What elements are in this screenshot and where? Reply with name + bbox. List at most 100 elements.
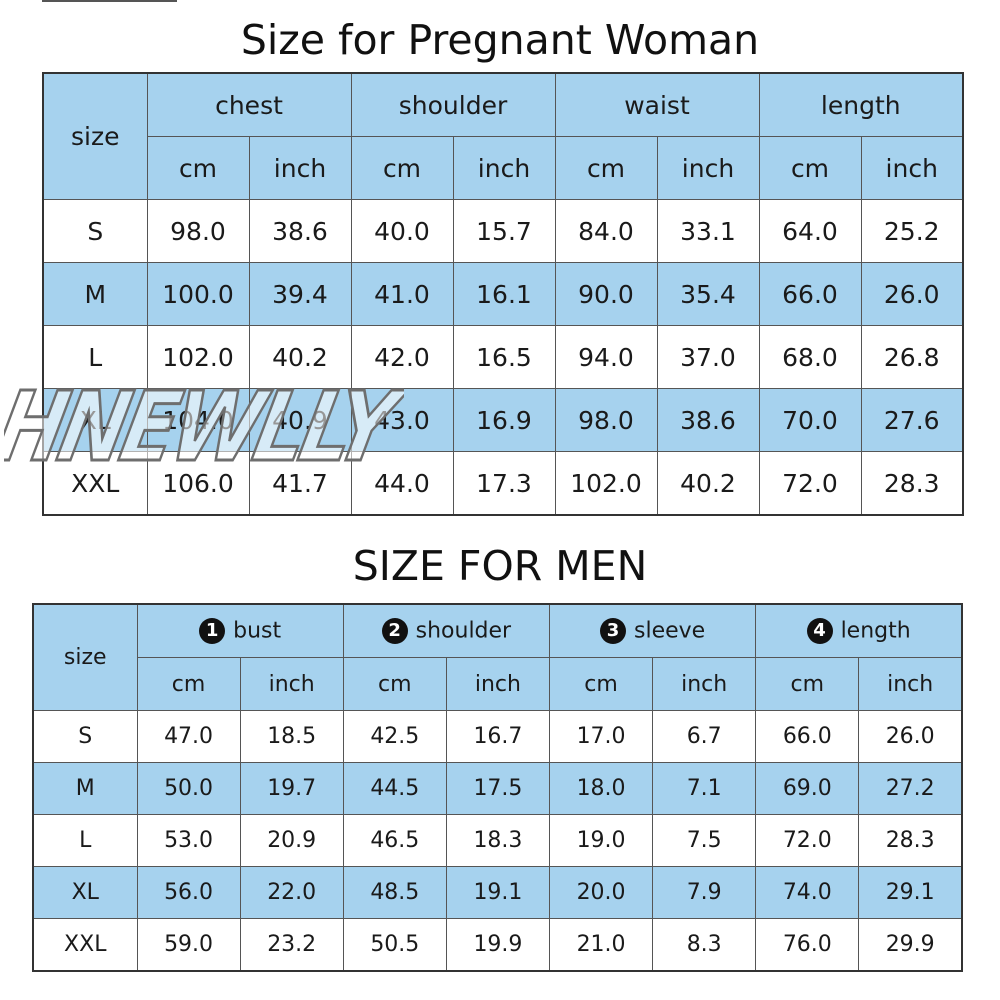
table-row: L 53.0 20.9 46.5 18.3 19.0 7.5 72.0 28.3 (32, 814, 963, 867)
sleeve-header: 3 sleeve (548, 603, 757, 658)
table-cell: 17.5 (445, 762, 551, 815)
table-cell: 41.0 (350, 262, 454, 326)
table-cell: 22.0 (239, 866, 344, 919)
table-cell: 17.0 (548, 710, 654, 763)
women-size-title: Size for Pregnant Woman (240, 16, 760, 64)
unit-header: cm (758, 136, 862, 200)
table-cell: 47.0 (136, 710, 241, 763)
table-cell: 7.5 (652, 814, 757, 867)
shoulder-header: 2 shoulder (342, 603, 551, 658)
table-cell: 7.9 (652, 866, 757, 919)
table-cell: 18.5 (239, 710, 344, 763)
table-cell: 19.1 (445, 866, 551, 919)
table-cell: 50.5 (342, 918, 447, 972)
table-row: L 102.0 40.2 42.0 16.5 94.0 37.0 68.0 26… (42, 325, 964, 389)
table-cell: 40.0 (350, 199, 454, 263)
women-size-table: size chest shoulder waist length cm inch… (42, 72, 964, 516)
table-cell: 20.0 (548, 866, 654, 919)
table-cell: 20.9 (239, 814, 344, 867)
table-cell: 17.3 (452, 451, 556, 516)
table-cell: 102.0 (146, 325, 250, 389)
table-cell: 98.0 (554, 388, 658, 452)
number-one-icon: 1 (199, 618, 226, 644)
table-cell: 38.6 (248, 199, 352, 263)
table-row: M 50.0 19.7 44.5 17.5 18.0 7.1 69.0 27.2 (32, 762, 963, 815)
table-cell: 66.0 (758, 262, 862, 326)
table-cell: 37.0 (656, 325, 760, 389)
unit-header: cm (755, 657, 860, 711)
top-divider-line (42, 0, 177, 2)
table-row: S 98.0 38.6 40.0 15.7 84.0 33.1 64.0 25.… (42, 199, 964, 263)
waist-header: waist (554, 72, 760, 137)
number-three-icon: 3 (600, 618, 627, 644)
unit-header: inch (656, 136, 760, 200)
size-label: L (42, 325, 148, 389)
unit-header: inch (248, 136, 352, 200)
table-cell: 39.4 (248, 262, 352, 326)
men-size-title: SIZE FOR MEN (352, 542, 648, 590)
table-cell: 42.0 (350, 325, 454, 389)
table-cell: 41.7 (248, 451, 352, 516)
table-row: XL 104.0 40.9 43.0 16.9 98.0 38.6 70.0 2… (42, 388, 964, 452)
unit-header: cm (350, 136, 454, 200)
table-cell: 100.0 (146, 262, 250, 326)
table-cell: 40.2 (656, 451, 760, 516)
table-row: XXL 59.0 23.2 50.5 19.9 21.0 8.3 76.0 29… (32, 918, 963, 972)
table-cell: 56.0 (136, 866, 241, 919)
table-cell: 68.0 (758, 325, 862, 389)
size-label: S (32, 710, 138, 763)
table-row: XXL 106.0 41.7 44.0 17.3 102.0 40.2 72.0… (42, 451, 964, 516)
table-cell: 25.2 (860, 199, 964, 263)
table-cell: 6.7 (652, 710, 757, 763)
table-cell: 35.4 (656, 262, 760, 326)
table-cell: 26.0 (858, 710, 963, 763)
unit-header: cm (136, 657, 241, 711)
size-label: XL (32, 866, 138, 919)
unit-header: cm (554, 136, 658, 200)
unit-header: inch (860, 136, 964, 200)
men-size-table: size 1 bust 2 shoulder 3 sleeve 4 length cm … (32, 603, 963, 972)
bust-label: bust (233, 618, 282, 644)
size-label: XL (42, 388, 148, 452)
table-cell: 53.0 (136, 814, 241, 867)
shoulder-header: shoulder (350, 72, 556, 137)
table-row: M 100.0 39.4 41.0 16.1 90.0 35.4 66.0 26… (42, 262, 964, 326)
table-cell: 42.5 (342, 710, 447, 763)
table-cell: 102.0 (554, 451, 658, 516)
size-label: M (32, 762, 138, 815)
table-cell: 29.1 (858, 866, 963, 919)
table-cell: 72.0 (758, 451, 862, 516)
table-cell: 16.5 (452, 325, 556, 389)
number-four-icon: 4 (806, 618, 833, 644)
size-label: XXL (42, 451, 148, 516)
table-cell: 106.0 (146, 451, 250, 516)
table-cell: 16.7 (445, 710, 551, 763)
table-cell: 50.0 (136, 762, 241, 815)
unit-header: inch (652, 657, 757, 711)
chest-header: chest (146, 72, 352, 137)
table-cell: 72.0 (755, 814, 860, 867)
table-cell: 26.0 (860, 262, 964, 326)
table-cell: 29.9 (858, 918, 963, 972)
size-label: S (42, 199, 148, 263)
table-cell: 104.0 (146, 388, 250, 452)
table-cell: 38.6 (656, 388, 760, 452)
table-cell: 44.5 (342, 762, 447, 815)
table-cell: 70.0 (758, 388, 862, 452)
table-cell: 18.3 (445, 814, 551, 867)
table-cell: 26.8 (860, 325, 964, 389)
table-cell: 19.7 (239, 762, 344, 815)
unit-header: inch (858, 657, 963, 711)
bust-header: 1 bust (136, 603, 344, 658)
unit-header: inch (452, 136, 556, 200)
size-label: XXL (32, 918, 138, 972)
sleeve-label: sleeve (634, 618, 706, 644)
table-cell: 27.6 (860, 388, 964, 452)
table-cell: 69.0 (755, 762, 860, 815)
table-cell: 46.5 (342, 814, 447, 867)
table-cell: 66.0 (755, 710, 860, 763)
size-column-header: size (42, 72, 148, 200)
table-cell: 16.9 (452, 388, 556, 452)
table-cell: 16.1 (452, 262, 556, 326)
table-cell: 40.9 (248, 388, 352, 452)
